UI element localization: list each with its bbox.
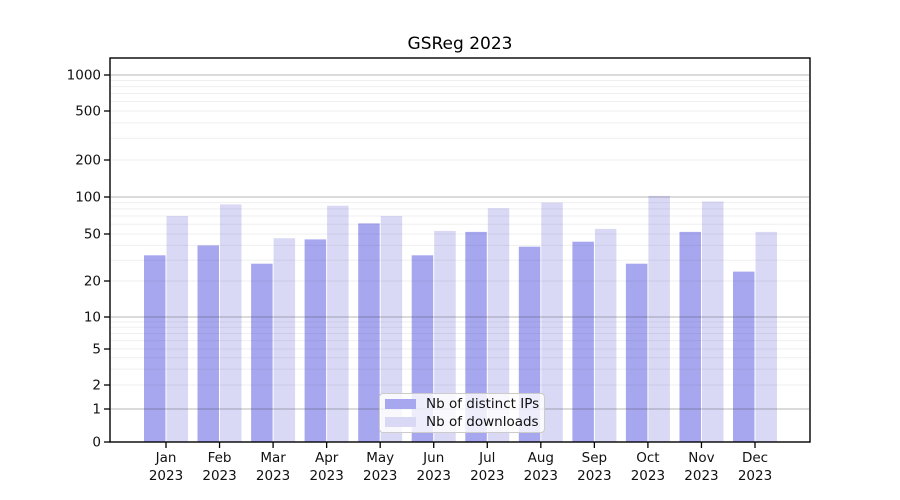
bar-distinct-ips-feb bbox=[197, 245, 219, 442]
bar-downloads-aug bbox=[541, 202, 563, 442]
legend-item-downloads: Nb of downloads bbox=[385, 413, 544, 430]
legend: Nb of distinct IPs Nb of downloads bbox=[379, 393, 545, 433]
y-tick-label: 200 bbox=[75, 153, 101, 169]
bar-distinct-ips-nov bbox=[679, 231, 701, 442]
bar-downloads-sep bbox=[594, 228, 617, 442]
bar-distinct-ips-jan bbox=[144, 255, 166, 442]
y-tick-label: 0 bbox=[92, 435, 101, 451]
bar-distinct-ips-mar bbox=[251, 263, 273, 442]
bar-downloads-jun bbox=[434, 230, 456, 442]
legend-swatch-distinct-ips-icon bbox=[385, 399, 416, 409]
bar-downloads-mar bbox=[273, 238, 296, 442]
x-tick-label-year: 2023 bbox=[309, 468, 343, 484]
legend-label-downloads: Nb of downloads bbox=[426, 413, 539, 430]
bar-distinct-ips-apr bbox=[304, 239, 327, 442]
x-tick-label-month: Nov bbox=[688, 450, 714, 466]
bar-distinct-ips-sep bbox=[572, 241, 594, 442]
gridlines-group bbox=[111, 74, 809, 410]
x-tick-label-month: May bbox=[366, 450, 394, 466]
chart-title: GSReg 2023 bbox=[407, 34, 513, 54]
y-tick-label: 100 bbox=[75, 190, 101, 206]
bar-distinct-ips-dec bbox=[733, 271, 755, 442]
x-tick-label-year: 2023 bbox=[417, 468, 451, 484]
y-tick-label: 50 bbox=[84, 227, 101, 243]
legend-label-distinct-ips: Nb of distinct IPs bbox=[426, 395, 540, 412]
bar-downloads-may bbox=[380, 216, 403, 442]
x-tick-label-month: Apr bbox=[315, 450, 339, 466]
bar-distinct-ips-oct bbox=[625, 263, 648, 442]
bar-downloads-jul bbox=[487, 208, 510, 442]
x-tick-label-year: 2023 bbox=[256, 468, 290, 484]
x-tick-label-year: 2023 bbox=[149, 468, 183, 484]
bar-distinct-ips-jul bbox=[465, 231, 487, 442]
y-tick-label: 1 bbox=[92, 402, 101, 418]
legend-swatch-downloads-icon bbox=[385, 417, 416, 427]
x-tick-label-year: 2023 bbox=[631, 468, 665, 484]
bars-group bbox=[144, 195, 777, 442]
x-tick-label-year: 2023 bbox=[470, 468, 504, 484]
x-tick-label-month: Oct bbox=[636, 450, 659, 466]
x-tick-label-year: 2023 bbox=[524, 468, 558, 484]
x-tick-label-month: Jan bbox=[155, 450, 177, 466]
x-tick-label-year: 2023 bbox=[738, 468, 772, 484]
y-tick-label: 20 bbox=[84, 274, 101, 290]
x-tick-label-month: Dec bbox=[742, 450, 768, 466]
x-axis: Jan 2023 Feb 2023 Mar 2023 Apr 2023 May 2023 Jun 20… bbox=[149, 442, 772, 484]
bar-downloads-apr bbox=[327, 205, 349, 442]
legend-item-distinct-ips: Nb of distinct IPs bbox=[385, 395, 544, 412]
y-tick-label: 10 bbox=[84, 310, 101, 326]
bar-downloads-nov bbox=[702, 201, 724, 442]
y-tick-label: 500 bbox=[75, 104, 101, 120]
x-tick-label-month: Jul bbox=[478, 450, 495, 466]
y-axis: 0 1 2 5 10 20 50 100 200 500 1000 bbox=[67, 68, 110, 451]
bar-downloads-feb bbox=[220, 204, 242, 442]
bar-downloads-oct bbox=[648, 195, 670, 442]
x-tick-label-month: Jun bbox=[422, 450, 444, 466]
bar-distinct-ips-may bbox=[358, 223, 380, 442]
bar-downloads-jan bbox=[166, 216, 188, 442]
y-tick-label: 1000 bbox=[67, 68, 101, 84]
bar-downloads-dec bbox=[755, 231, 777, 442]
x-tick-label-month: Sep bbox=[582, 450, 607, 466]
x-tick-label-month: Aug bbox=[528, 450, 554, 466]
x-tick-label-year: 2023 bbox=[577, 468, 611, 484]
y-tick-label: 2 bbox=[92, 378, 101, 394]
x-tick-label-year: 2023 bbox=[363, 468, 397, 484]
x-tick-label-month: Feb bbox=[208, 450, 232, 466]
x-tick-label-month: Mar bbox=[260, 450, 286, 466]
x-tick-label-year: 2023 bbox=[684, 468, 718, 484]
x-tick-label-year: 2023 bbox=[202, 468, 236, 484]
y-tick-label: 5 bbox=[92, 342, 101, 358]
plot-border bbox=[109, 57, 811, 443]
